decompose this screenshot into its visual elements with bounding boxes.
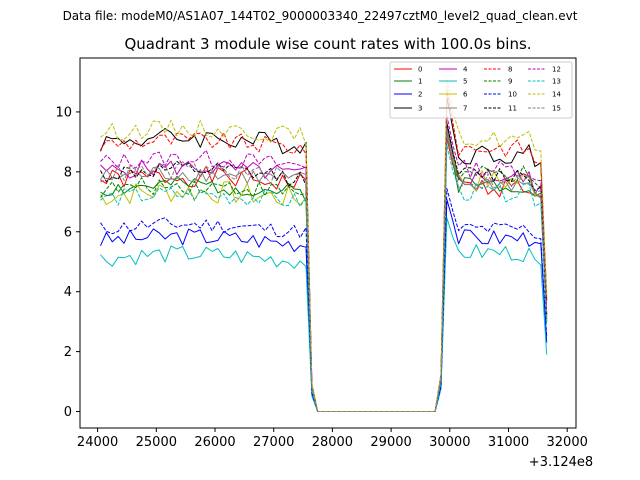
legend-label-1: 1	[418, 78, 422, 86]
legend-label-7: 7	[463, 105, 467, 113]
y-tick-label: 8	[64, 165, 72, 180]
legend-label-4: 4	[463, 66, 468, 74]
legend-label-0: 0	[418, 66, 422, 74]
x-tick-label: 29000	[370, 435, 411, 450]
legend-label-11: 11	[508, 105, 517, 113]
series-line-8	[100, 89, 548, 412]
x-tick-label: 30000	[429, 435, 470, 450]
series-layer	[100, 78, 548, 412]
x-tick-label: 24000	[77, 435, 118, 450]
x-tick-label: 28000	[312, 435, 353, 450]
legend-label-8: 8	[508, 66, 512, 74]
legend-label-14: 14	[552, 91, 561, 99]
y-tick-label: 0	[64, 405, 72, 420]
y-tick-label: 10	[55, 105, 72, 120]
chart-title: Quadrant 3 module wise count rates with …	[124, 35, 531, 53]
x-axis: 24000 25000 26000 27000 28000 29000 30000 31000…	[77, 428, 588, 450]
y-axis: 0 2 4 6 8 10	[55, 105, 80, 420]
series-line-15	[100, 129, 548, 412]
x-tick-label: 27000	[253, 435, 294, 450]
legend-label-2: 2	[418, 91, 422, 99]
data-file-label: Data file: modeM0/AS1A07_144T02_90000033…	[63, 9, 578, 23]
legend-label-15: 15	[552, 105, 561, 113]
y-tick-label: 2	[64, 345, 72, 360]
legend-label-3: 3	[418, 105, 422, 113]
legend-label-6: 6	[463, 91, 468, 99]
legend-label-9: 9	[508, 78, 512, 86]
x-tick-label: 26000	[194, 435, 235, 450]
plot-frame	[79, 57, 577, 429]
series-line-10	[100, 188, 548, 412]
legend-box	[389, 61, 573, 119]
legend-label-12: 12	[552, 66, 561, 74]
legend-label-5: 5	[463, 78, 467, 86]
y-tick-label: 4	[64, 285, 72, 300]
y-tick-label: 6	[64, 225, 72, 240]
x-tick-label: 32000	[547, 435, 588, 450]
x-offset-label: +3.124e8	[529, 455, 593, 470]
x-tick-label: 31000	[488, 435, 529, 450]
legend-label-13: 13	[552, 78, 561, 86]
legend-label-10: 10	[508, 91, 517, 99]
x-tick-label: 25000	[136, 435, 177, 450]
